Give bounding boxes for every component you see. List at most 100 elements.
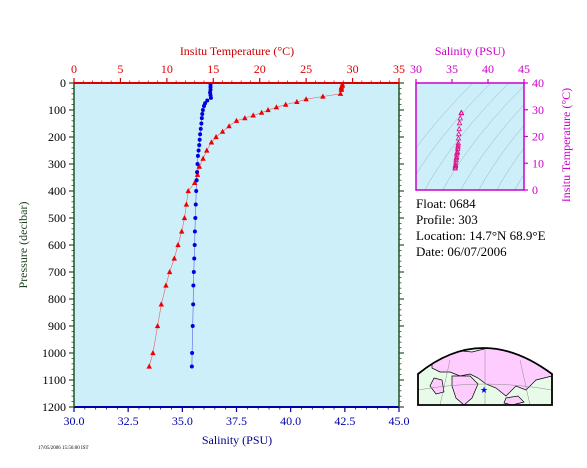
- salinity-point: [192, 229, 197, 234]
- salinity-point: [200, 112, 205, 117]
- density-contour-line: [416, 83, 474, 149]
- temperature-point: [163, 282, 169, 288]
- density-contour-line: [514, 173, 524, 190]
- temperature-tick-label: 20: [254, 62, 266, 76]
- temperature-point: [185, 188, 191, 194]
- temperature-tick-label: 0: [71, 62, 77, 76]
- ts-temperature-tick-label: 0: [532, 183, 538, 197]
- salinity-point: [197, 137, 202, 142]
- temperature-point: [320, 93, 326, 99]
- salinity-point: [189, 364, 194, 369]
- salinity-point: [193, 202, 198, 207]
- temperature-point: [175, 242, 181, 248]
- temperature-tick-label: 10: [161, 62, 173, 76]
- pressure-tick-label: 300: [48, 157, 66, 171]
- salinity-tick-label: 32.5: [118, 414, 139, 428]
- ts-salinity-tick-label: 40: [482, 62, 494, 76]
- temperature-point: [196, 163, 203, 169]
- ts-point: [453, 156, 459, 163]
- salinity-point: [192, 243, 197, 247]
- ts-point: [454, 149, 460, 155]
- pressure-tick-label: 400: [48, 184, 66, 198]
- salinity-point: [194, 189, 199, 193]
- temperature-point: [183, 201, 190, 207]
- pressure-tick-label: 1200: [42, 400, 66, 414]
- ts-temperature-tick-label: 20: [532, 130, 544, 144]
- density-contour-line: [424, 83, 510, 190]
- salinity-point: [191, 302, 196, 307]
- density-contour-line: [496, 147, 524, 190]
- profile-number: Profile: 303: [416, 212, 478, 227]
- footer-code: 17/05/2006 15:56:00 IST: [38, 446, 89, 451]
- ts-point: [452, 165, 458, 171]
- salinity-point: [200, 108, 205, 112]
- temperature-point: [258, 109, 265, 115]
- temperature-point: [158, 301, 164, 307]
- salinity-point: [202, 103, 206, 108]
- salinity-point: [190, 351, 195, 355]
- float-location-marker: ★: [480, 385, 488, 395]
- temperature-point: [146, 363, 152, 369]
- salinity-point: [199, 121, 204, 126]
- pressure-tick-label: 1100: [42, 373, 66, 387]
- temperature-point: [226, 123, 232, 129]
- pressure-tick-label: 800: [48, 292, 66, 306]
- density-contour-line: [460, 104, 524, 190]
- temperature-point: [171, 255, 177, 261]
- pressure-axis-title: Pressure (decibar): [16, 202, 30, 289]
- salinity-point: [191, 270, 196, 274]
- salinity-point: [195, 153, 200, 158]
- salinity-point: [192, 256, 197, 261]
- ts-plot-background: [416, 83, 524, 190]
- temperature-tick-label: 15: [207, 62, 219, 76]
- salinity-point: [194, 178, 199, 183]
- temperature-point: [283, 101, 289, 107]
- pressure-tick-label: 700: [48, 265, 66, 279]
- ts-salinity-tick-label: 35: [446, 62, 458, 76]
- ts-salinity-axis-title: Salinity (PSU): [435, 44, 505, 58]
- ts-point: [455, 143, 461, 150]
- ts-temperature-axis-title: Insitu Temperature (°C): [559, 88, 573, 202]
- salinity-point: [198, 132, 203, 137]
- temperature-point: [273, 104, 280, 110]
- salinity-point: [197, 143, 202, 148]
- salinity-point: [199, 116, 204, 121]
- temperature-point: [337, 90, 344, 96]
- pressure-tick-label: 1000: [42, 346, 66, 360]
- temperature-point: [250, 112, 256, 118]
- profile-plot-background: [74, 83, 399, 407]
- float-info-panel: Float: 0684 Profile: 303 Location: 14.7°…: [416, 196, 546, 260]
- density-contour-line: [416, 83, 492, 175]
- temperature-point: [200, 155, 206, 161]
- salinity-tick-label: 37.5: [226, 414, 247, 428]
- salinity-point: [205, 98, 210, 103]
- ts-point: [452, 164, 459, 170]
- ts-point: [456, 119, 463, 126]
- salinity-profile-line: [191, 84, 212, 367]
- salinity-axis-title: Salinity (PSU): [202, 433, 272, 447]
- world-map-icon: ★: [417, 347, 553, 406]
- salinity-tick-label: 40.0: [280, 414, 301, 428]
- temperature-point: [294, 98, 300, 104]
- ts-point: [455, 135, 462, 141]
- ts-point: [456, 130, 462, 137]
- ts-temperature-tick-label: 40: [532, 76, 544, 90]
- salinity-point: [195, 162, 200, 166]
- density-contours: [416, 83, 524, 190]
- temperature-point: [233, 117, 240, 123]
- profile-date: Date: 06/07/2006: [416, 244, 507, 259]
- temperature-tick-label: 5: [117, 62, 123, 76]
- ts-salinity-tick-label: 30: [410, 62, 422, 76]
- salinity-tick-label: 45.0: [389, 414, 410, 428]
- ts-temperature-tick-label: 30: [532, 103, 544, 117]
- ts-point: [452, 162, 459, 169]
- temperature-tick-label: 25: [300, 62, 312, 76]
- temperature-tick-label: 35: [393, 62, 405, 76]
- salinity-point: [198, 126, 203, 131]
- temperature-point: [192, 179, 198, 185]
- pressure-tick-label: 500: [48, 211, 66, 225]
- pressure-tick-label: 100: [48, 103, 66, 117]
- density-contour-line: [478, 124, 524, 190]
- pressure-tick-label: 0: [60, 76, 66, 90]
